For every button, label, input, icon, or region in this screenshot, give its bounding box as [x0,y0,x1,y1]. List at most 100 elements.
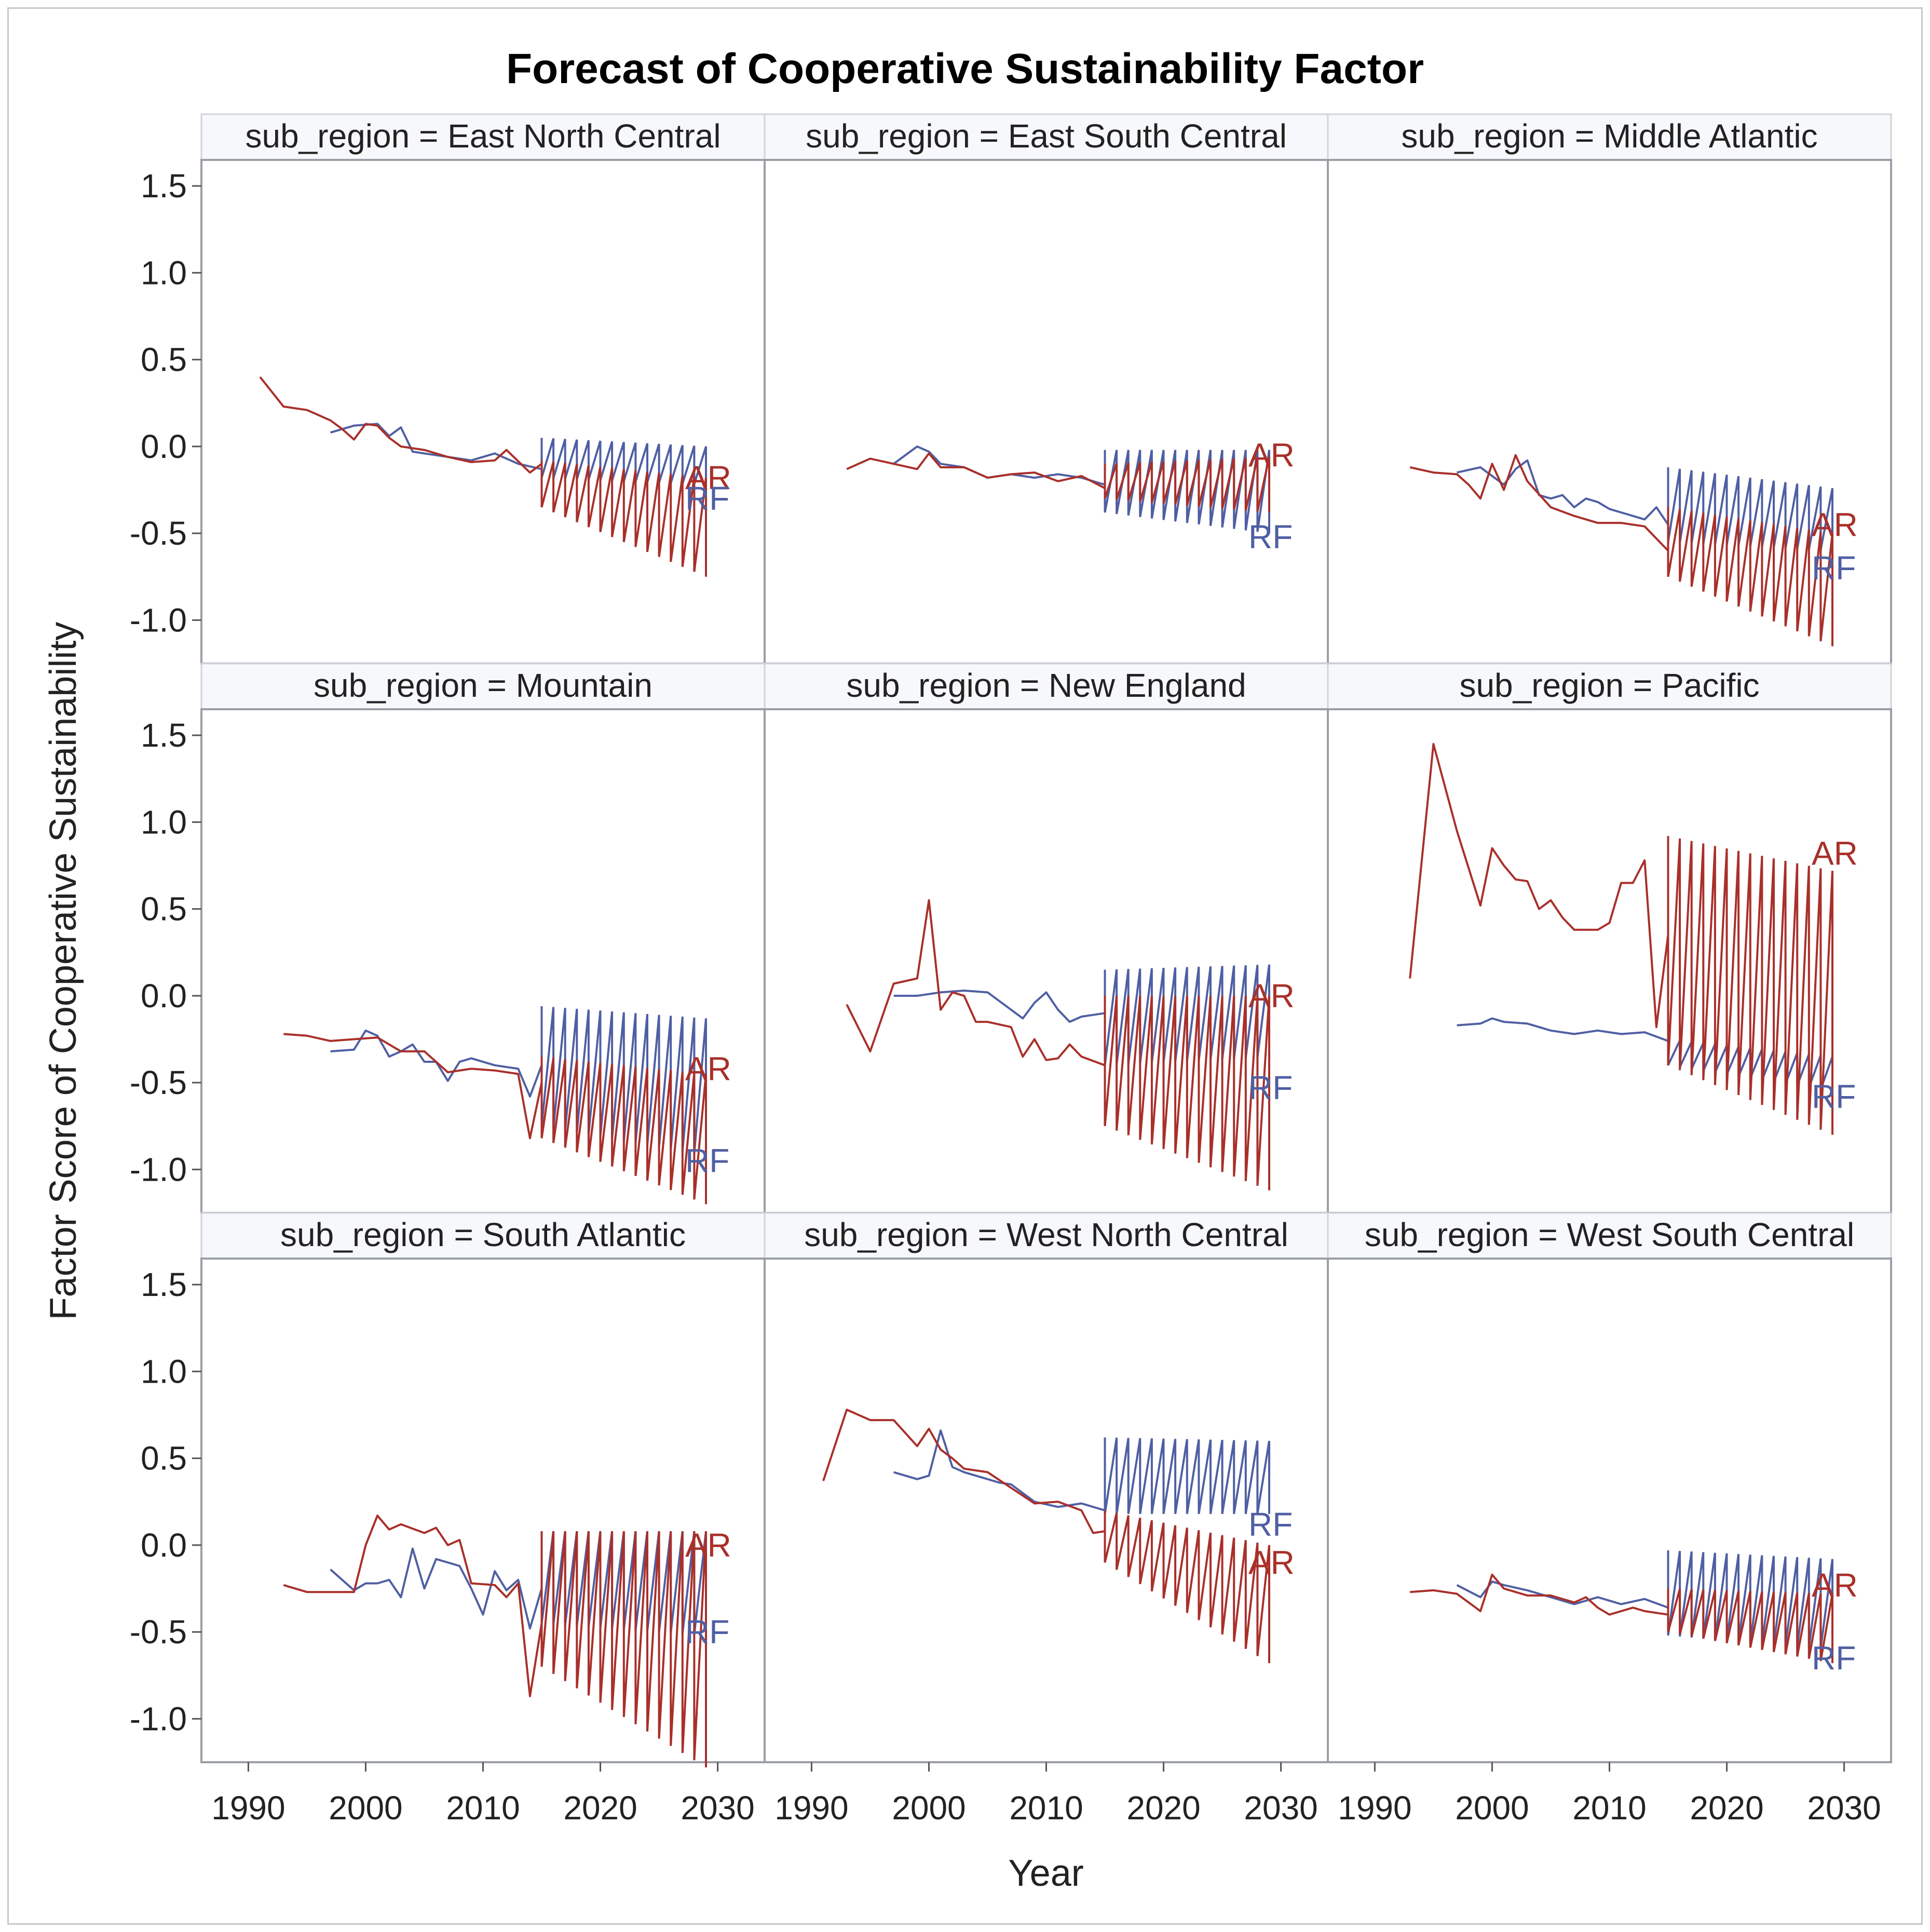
panel-strip [764,1212,1329,1260]
x-axis-label: Year [1008,1853,1083,1894]
panel-strip [200,113,766,161]
x-tick-label: 1990 [211,1789,285,1827]
panels-layer: sub_region = East North Central 1.5 1.0 0.5… [130,113,1892,1827]
ar-forecast-band [1667,1588,1833,1664]
panel-strip-label: sub_region = Mountain [314,667,653,704]
x-tick-label: 2000 [892,1789,966,1827]
panel: sub_region = New England AR RF [764,663,1329,1214]
ar-forecast-band [540,460,707,577]
panel-strip-label: sub_region = Pacific [1459,667,1759,704]
rf-history-line [893,1429,1106,1511]
chart-title: Forecast of Cooperative Sustainability F… [506,45,1424,92]
panel: sub_region = Pacific AR RF [1327,663,1892,1214]
ar-history-line [846,899,1106,1066]
panel-strip [1327,1212,1892,1260]
panel: sub_region = West South Central 1990 2000 2… [1327,1212,1892,1827]
x-tick-label: 2010 [446,1789,520,1827]
y-tick-label: -0.5 [130,1613,187,1651]
ar-series-label: AR [685,459,731,496]
rf-history-line [1457,459,1669,525]
ar-series-label: AR [1248,437,1295,474]
panel-plot-area [764,1258,1329,1763]
ar-series-label: AR [685,1526,731,1564]
y-tick-label: -1.0 [130,1700,187,1737]
rf-history-line [893,989,1105,1023]
rf-history-line [330,1547,543,1630]
y-tick-label: 1.0 [141,254,187,291]
rf-series-label: RF [685,480,729,517]
rf-series-label: RF [1248,1069,1293,1106]
y-tick-label: -1.0 [130,601,187,639]
x-tick-label: 2010 [1572,1789,1646,1827]
panel-plot-area [764,708,1329,1214]
ar-history-line [846,452,1106,489]
panel: sub_region = East North Central 1.5 1.0 0.5… [130,113,766,665]
y-tick-label: 1.5 [141,1266,187,1303]
y-tick-label: -0.5 [130,515,187,552]
ar-history-line [1409,742,1669,1029]
rf-series-label: RF [1812,1639,1856,1677]
panel-strip [200,1212,766,1260]
ar-series-label: AR [1248,1544,1295,1581]
ar-history-line [1410,1573,1668,1616]
x-tick-label: 2010 [1009,1789,1083,1827]
x-tick-label: 2030 [1807,1789,1881,1827]
y-tick-label: -1.0 [130,1151,187,1188]
panel-plot-area [764,159,1329,665]
ar-history-line [822,1409,1105,1534]
rf-history-line [330,1029,543,1098]
y-tick-label: 0.0 [141,977,187,1015]
ar-forecast-band [1104,456,1270,512]
panel-strip-label: sub_region = West North Central [804,1216,1288,1253]
ar-forecast-band [1104,995,1270,1191]
ar-forecast-band [1667,836,1833,1135]
rf-history-line [893,445,1106,486]
rf-series-label: RF [1812,1078,1856,1115]
panel-strip-label: sub_region = East South Central [806,117,1287,155]
panel-strip-label: sub_region = New England [846,667,1246,704]
ar-history-line [259,376,542,474]
y-tick-label: 1.5 [141,717,187,754]
rf-series-label: RF [685,1142,729,1180]
panel: sub_region = West North Central 1990 2000 2… [764,1212,1329,1827]
panel-plot-area [200,159,766,665]
panel: sub_region = East South Central AR RF [764,113,1329,665]
ar-forecast-band [540,1531,707,1767]
y-tick-label: 0.0 [141,428,187,465]
x-tick-label: 1990 [774,1789,848,1827]
y-tick-label: 1.5 [141,167,187,205]
x-tick-label: 2030 [1244,1789,1317,1827]
y-tick-label: 0.0 [141,1526,187,1564]
x-tick-label: 2030 [681,1789,754,1827]
x-tick-label: 2000 [1455,1789,1529,1827]
ar-series-label: AR [1248,977,1295,1015]
y-tick-label: 0.5 [141,1440,187,1477]
ar-history-line [283,1033,543,1140]
figure-frame [7,7,1923,1925]
ar-forecast-band [1104,1510,1270,1664]
y-tick-label: 1.0 [141,1353,187,1390]
rf-series-label: RF [1248,1506,1293,1543]
rf-history-line [330,423,542,470]
panel-plot-area [200,708,766,1214]
panel: sub_region = South Atlantic 1.5 1.0 0.5 0.0 -… [130,1212,766,1827]
x-tick-label: 2020 [1126,1789,1200,1827]
y-axis-label: Factor Score of Cooperative Sustainabili… [43,622,84,1320]
panel-plot-area [1327,1258,1892,1763]
rf-series-label: RF [685,1613,729,1651]
panel-strip-label: sub_region = Middle Atlantic [1401,117,1817,155]
panel: sub_region = Mountain 1.5 1.0 0.5 0.0 -0.5 -1.… [130,663,766,1214]
y-tick-label: 0.5 [141,341,187,379]
panel-strip-label: sub_region = West South Central [1365,1216,1854,1253]
x-tick-label: 2000 [329,1789,402,1827]
y-tick-label: 0.5 [141,890,187,928]
ar-series-label: AR [1812,506,1858,543]
ar-history-line [283,1515,543,1697]
ar-forecast-band [540,1057,707,1205]
panel-plot-area [1327,159,1892,665]
y-tick-label: -0.5 [130,1064,187,1101]
panel-strip-label: sub_region = East North Central [245,117,721,155]
panel: sub_region = Middle Atlantic AR RF [1327,113,1892,665]
x-tick-label: 2020 [1690,1789,1763,1827]
